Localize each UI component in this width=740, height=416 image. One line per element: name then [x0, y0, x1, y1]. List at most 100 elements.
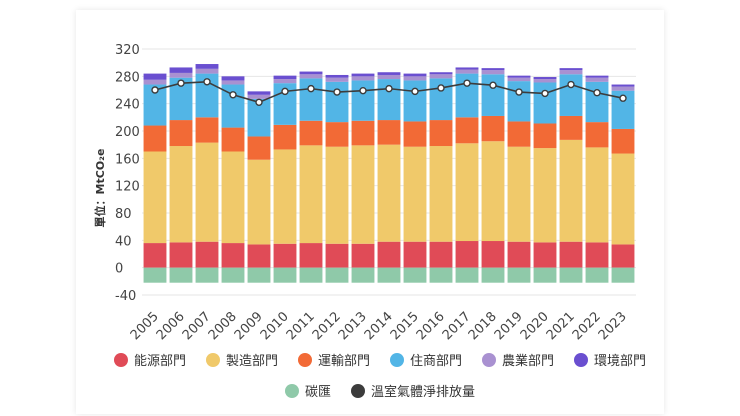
bar-segment — [403, 73, 427, 77]
bar-segment — [273, 243, 297, 268]
bar-segment — [533, 242, 557, 268]
bar-segment — [403, 146, 427, 242]
bar-segment — [273, 79, 297, 84]
legend-item[interactable]: 運輸部門 — [297, 350, 370, 369]
bar-segment — [325, 243, 349, 268]
net-emissions-point — [203, 78, 211, 86]
bar-segment — [429, 267, 453, 283]
x-tick-label: 2009 — [232, 309, 266, 343]
bar-segment — [273, 124, 297, 150]
net-emissions-point — [255, 98, 263, 107]
x-tick-label: 2010 — [258, 309, 292, 343]
bar-segment — [481, 115, 505, 142]
bar-segment — [299, 120, 323, 146]
bar-segment — [221, 84, 245, 128]
bar-segment — [247, 244, 271, 268]
y-axis-label: 單位：MtCO₂e — [93, 149, 107, 228]
legend-item[interactable]: 環境部門 — [574, 350, 646, 369]
net-emissions-point — [463, 79, 471, 87]
legend-swatch — [482, 352, 497, 367]
bar-segment — [559, 74, 583, 116]
legend: 能源部門 製造部門 運輸部門 住商部門 農業部門 環境部門 碳匯 溫室氣體淨排放量 — [113, 350, 646, 412]
y-tick-label: 160 — [115, 152, 140, 167]
legend-item[interactable]: 製造部門 — [205, 350, 278, 369]
bar-segment — [143, 73, 167, 80]
bar-segment — [299, 145, 323, 244]
bar-segment — [195, 142, 219, 242]
bar-segment — [351, 80, 375, 121]
bar-segment — [429, 72, 453, 75]
bar-segment — [507, 146, 531, 242]
bar-segment — [221, 267, 245, 283]
legend-label: 碳匯 — [304, 385, 331, 400]
net-emissions-point — [385, 84, 393, 93]
x-tick-label: 2005 — [128, 309, 162, 343]
x-tick-label: 2011 — [284, 309, 318, 343]
bar-segment — [143, 125, 167, 152]
bar-segment — [429, 241, 453, 268]
legend-item[interactable]: 住商部門 — [390, 350, 462, 369]
bar-segment — [403, 76, 427, 81]
net-emissions-point — [411, 87, 419, 96]
x-tick-label: 2022 — [570, 309, 604, 343]
x-tick-label: 2015 — [388, 309, 422, 343]
bar-segment — [481, 70, 505, 75]
bar-segment — [429, 120, 453, 147]
bar-segment — [299, 71, 323, 75]
bar-segment — [507, 241, 531, 268]
bar-segment — [455, 69, 479, 74]
bar-segment — [403, 267, 427, 283]
bar-segment — [585, 242, 609, 268]
bar-segment — [299, 78, 323, 121]
legend-swatch — [297, 352, 312, 367]
bar-segment — [273, 149, 297, 244]
net-emissions-line — [151, 78, 627, 107]
bar-segment — [195, 117, 219, 143]
bar-segment — [481, 267, 505, 283]
bar-segment — [585, 77, 609, 82]
bar-segment — [559, 70, 583, 75]
bar-segment — [611, 267, 635, 283]
bar-segment — [533, 77, 557, 80]
bar-segment — [351, 76, 375, 81]
bar-segment — [481, 74, 505, 116]
net-emissions-point — [619, 94, 627, 102]
legend-label: 農業部門 — [502, 354, 555, 369]
bar-segment — [611, 90, 635, 129]
x-tick-label: 2012 — [310, 309, 344, 343]
bar-segment — [507, 121, 531, 147]
y-tick-label: 0 — [115, 262, 123, 277]
x-tick-label: 2007 — [180, 309, 214, 343]
net-emissions-point — [541, 89, 549, 98]
bar-segment — [559, 68, 583, 71]
bar-segment — [169, 72, 193, 78]
bar-segment — [169, 77, 193, 121]
bar-segment — [247, 136, 271, 160]
net-emissions-point — [437, 84, 445, 92]
bar-segment — [325, 77, 349, 82]
bar-segment — [403, 121, 427, 147]
legend-item[interactable]: 溫室氣體淨排放量 — [351, 381, 475, 400]
bar-segment — [247, 91, 271, 95]
bar-segment — [377, 241, 401, 268]
bar-segment — [247, 267, 271, 283]
bar-segment — [455, 117, 479, 144]
bar-segment — [429, 74, 453, 79]
legend-swatch — [205, 352, 220, 367]
bar-segment — [195, 267, 219, 283]
bar-segment — [351, 267, 375, 283]
bar-segment — [325, 122, 349, 147]
net-emissions-point — [307, 84, 315, 93]
legend-item[interactable]: 能源部門 — [113, 350, 186, 369]
y-tick-label: 40 — [115, 234, 132, 249]
bar-segment — [169, 67, 193, 73]
bar-segment — [169, 146, 193, 243]
legend-item[interactable]: 農業部門 — [482, 350, 554, 369]
bar-segment — [377, 144, 401, 242]
bar-segment — [169, 242, 193, 268]
bar-segment — [351, 145, 375, 244]
legend-swatch — [574, 352, 589, 367]
legend-item[interactable]: 碳匯 — [284, 381, 331, 400]
bar-segment — [299, 243, 323, 268]
